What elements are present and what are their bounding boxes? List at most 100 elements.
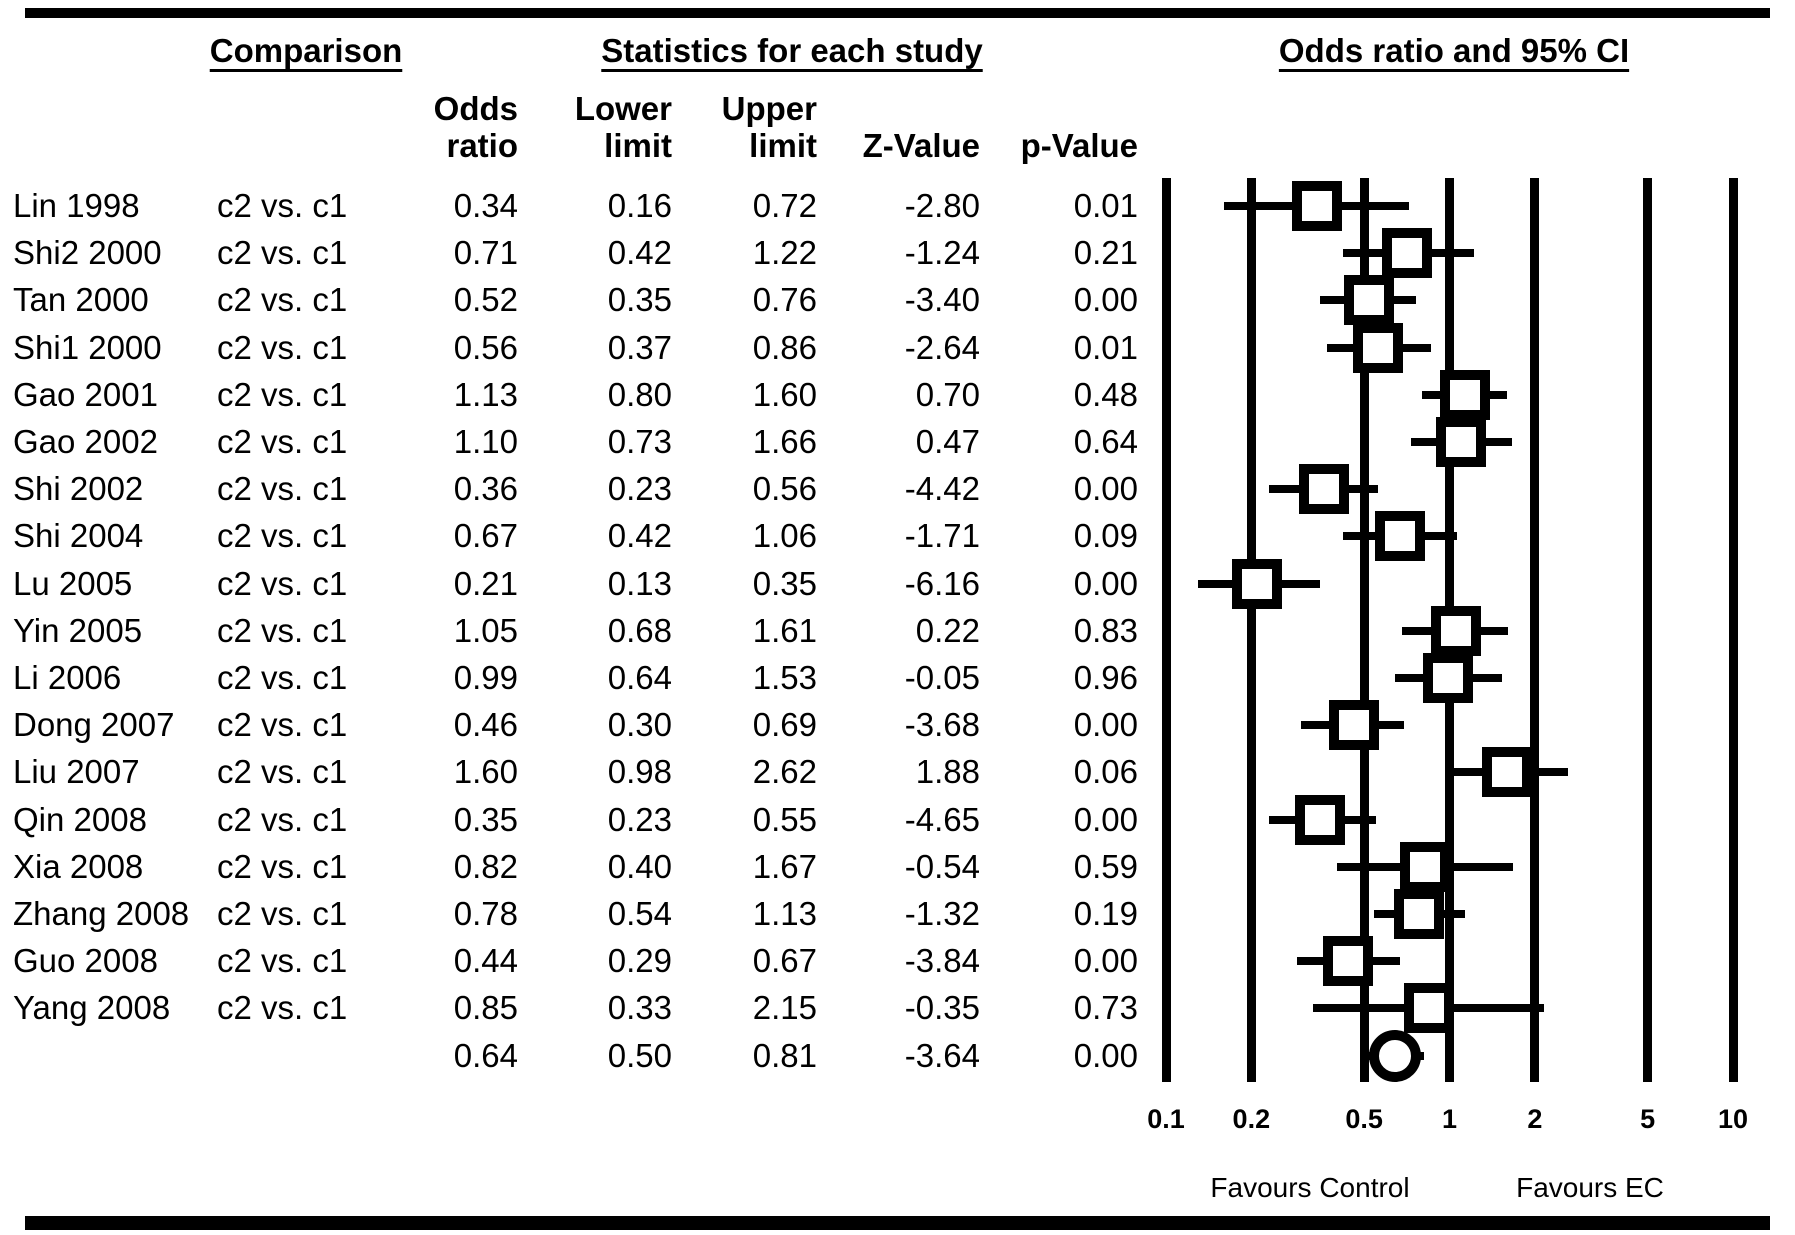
upper-limit-cell: 0.86 [752,328,817,366]
study-name-cell: Shi 2002 [13,470,144,508]
upper-limit-cell: 0.67 [752,942,817,980]
z-value-cell: -1.24 [904,234,980,272]
upper-limit-cell: 1.61 [752,611,817,649]
upper-limit-cell: 0.69 [752,706,817,744]
lower-limit-cell: 0.37 [607,328,672,366]
axis-tick-label: 2 [1527,1104,1543,1134]
odds-ratio-cell: 1.13 [453,375,518,413]
lower-limit-cell: 0.42 [607,517,672,555]
axis-gridline [1161,178,1171,1082]
odds-ratio-cell: 0.64 [453,1036,518,1074]
p-value-cell: 0.00 [1073,564,1138,602]
study-marker [1400,841,1451,892]
comparison-cell: c2 vs. c1 [217,895,348,932]
study-name-cell: Lu 2005 [13,564,133,602]
study-marker [1423,653,1474,703]
study-marker [1382,228,1433,279]
axis-gridline [1643,178,1653,1082]
study-marker [1353,322,1404,373]
lower-limit-header-line2: limit [604,127,672,164]
forest-section-header: Odds ratio and 95% CI [1278,32,1630,69]
odds-ratio-cell: 0.56 [453,328,518,366]
odds-ratio-cell: 0.82 [453,847,518,885]
upper-limit-cell: 2.15 [752,989,817,1027]
study-marker [1375,511,1426,562]
p-value-cell: 0.00 [1073,470,1138,508]
study-name-cell: Qin 2008 [13,800,147,838]
p-value-cell: 0.83 [1073,611,1138,649]
odds-ratio-cell: 0.67 [453,517,518,555]
comparison-cell: c2 vs. c1 [217,659,348,696]
odds-ratio-cell: 0.35 [453,800,518,838]
lower-limit-cell: 0.64 [607,659,672,696]
upper-limit-header-line1: Upper [721,90,817,127]
comparison-cell: c2 vs. c1 [217,375,348,413]
study-name-cell: Shi1 2000 [13,328,162,366]
upper-limit-cell: 0.55 [752,800,817,838]
lower-limit-cell: 0.68 [607,611,672,649]
study-marker [1439,369,1490,420]
p-value-column-header: p-Value [1020,127,1138,164]
top-rule [25,8,1770,18]
study-marker [1295,794,1346,845]
study-marker [1482,747,1533,798]
upper-limit-cell: 0.81 [752,1036,817,1074]
odds-ratio-cell: 0.21 [453,564,518,602]
odds-ratio-cell: 0.71 [453,234,518,272]
upper-limit-cell: 1.53 [752,659,817,696]
p-value-cell: 0.59 [1073,847,1138,885]
p-value-cell: 0.00 [1073,1036,1138,1074]
comparison-cell: c2 vs. c1 [217,328,348,366]
z-value-cell: 0.70 [915,375,980,413]
lower-limit-cell: 0.73 [607,423,672,460]
upper-limit-header-line2: limit [749,127,817,164]
lower-limit-cell: 0.30 [607,706,672,744]
odds-ratio-cell: 0.46 [453,706,518,744]
p-value-cell: 0.21 [1073,234,1138,272]
axis-tick-label: 0.2 [1232,1104,1271,1134]
study-marker [1232,558,1283,609]
study-name-cell: Liu 2007 [13,753,140,791]
z-value-cell: -1.71 [904,517,980,555]
p-value-cell: 0.01 [1073,328,1138,366]
favours-ec-label: Favours EC [1516,1172,1664,1203]
comparison-cell: c2 vs. c1 [217,942,348,980]
study-marker [1323,936,1374,987]
summary-marker [1368,1029,1421,1082]
upper-limit-cell: 0.56 [752,470,817,508]
p-value-cell: 0.73 [1073,989,1138,1027]
upper-limit-cell: 0.76 [752,281,817,319]
study-marker [1393,889,1444,939]
p-value-cell: 0.00 [1073,800,1138,838]
p-value-cell: 0.00 [1073,942,1138,980]
comparison-cell: c2 vs. c1 [217,753,348,791]
odds-ratio-cell: 0.78 [453,895,518,932]
comparison-cell: c2 vs. c1 [217,989,348,1027]
study-marker [1343,275,1394,326]
z-value-cell: -4.65 [904,800,980,838]
upper-limit-cell: 0.72 [752,187,817,224]
comparison-cell: c2 vs. c1 [217,187,348,224]
z-value-column-header: Z-Value [862,127,980,164]
p-value-cell: 0.19 [1073,895,1138,932]
study-name-cell: Yin 2005 [13,611,143,649]
comparison-cell: c2 vs. c1 [217,470,348,508]
study-name-cell: Li 2006 [13,659,122,696]
upper-limit-cell: 0.35 [752,564,817,602]
comparison-cell: c2 vs. c1 [217,517,348,555]
axis-gridline [1359,178,1369,1082]
odds-ratio-cell: 0.44 [453,942,518,980]
axis-gridline [1530,178,1540,1082]
upper-limit-cell: 2.62 [752,753,817,791]
study-name-cell: Gao 2002 [13,423,158,460]
odds-ratio-header-line1: Odds [433,90,518,127]
upper-limit-column-header: Upper limit [722,90,817,164]
odds-ratio-cell: 1.05 [453,611,518,649]
z-value-cell: -3.68 [904,706,980,744]
study-marker [1298,464,1349,515]
bottom-rule [25,1216,1770,1230]
z-value-cell: 1.88 [915,753,980,791]
comparison-cell: c2 vs. c1 [217,800,348,838]
axis-tick-label: 5 [1640,1104,1656,1134]
